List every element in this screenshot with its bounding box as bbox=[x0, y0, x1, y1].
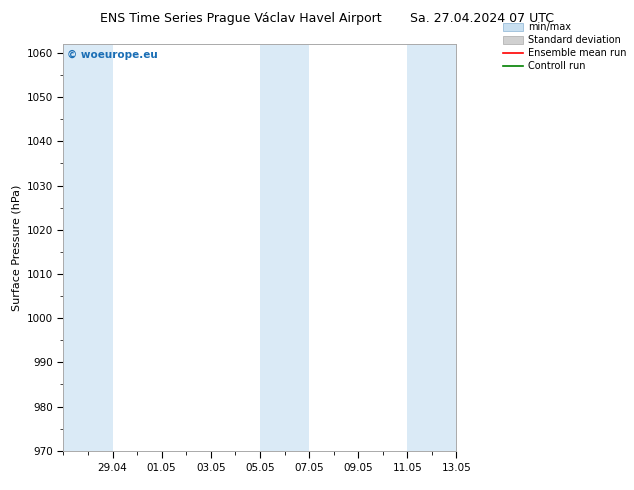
Bar bbox=[63, 44, 88, 451]
Text: ENS Time Series Prague Václav Havel Airport: ENS Time Series Prague Václav Havel Airp… bbox=[100, 12, 382, 25]
Text: © woeurope.eu: © woeurope.eu bbox=[67, 50, 158, 60]
Y-axis label: Surface Pressure (hPa): Surface Pressure (hPa) bbox=[11, 184, 21, 311]
Text: Sa. 27.04.2024 07 UTC: Sa. 27.04.2024 07 UTC bbox=[410, 12, 554, 25]
Bar bbox=[260, 44, 285, 451]
Bar bbox=[285, 44, 309, 451]
Bar bbox=[88, 44, 113, 451]
Legend: min/max, Standard deviation, Ensemble mean run, Controll run: min/max, Standard deviation, Ensemble me… bbox=[500, 20, 629, 74]
Bar bbox=[407, 44, 432, 451]
Bar bbox=[432, 44, 456, 451]
